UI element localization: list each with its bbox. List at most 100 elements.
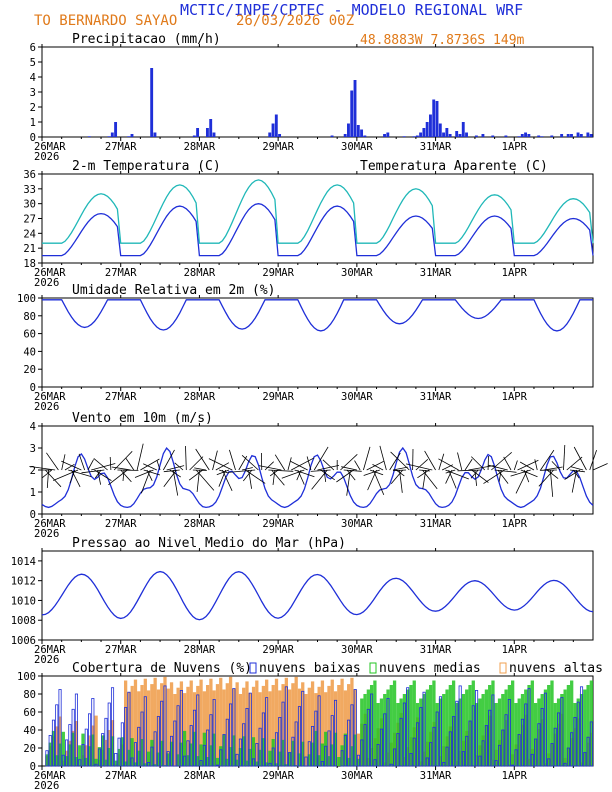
wind-barb xyxy=(143,469,161,476)
y-tick-label: 27 xyxy=(23,214,36,226)
wind-barb xyxy=(534,459,538,471)
cloud-low-bar xyxy=(399,717,403,767)
y-tick-label: 40 xyxy=(23,725,36,737)
cloud-medium-bar xyxy=(219,746,223,766)
cloud-medium-bar xyxy=(297,753,302,766)
cloud-low-bar xyxy=(268,762,272,767)
wind-barb xyxy=(415,459,429,471)
cloud-medium-bar xyxy=(570,680,574,766)
cloud-medium-bar xyxy=(379,698,384,766)
cloud-low-bar xyxy=(353,689,357,767)
cloud-low-bar xyxy=(278,717,282,767)
cloud-low-bar xyxy=(497,744,502,767)
cloud-low-bar xyxy=(173,720,177,767)
cloud-medium-bar xyxy=(81,733,85,766)
x-tick-label: 27MAR xyxy=(105,267,137,279)
cloud-high-bar xyxy=(156,689,161,766)
cloud-low-bar xyxy=(97,748,101,767)
cloud-high-bar xyxy=(74,721,79,766)
legend-label: nuvens baixas xyxy=(259,661,361,676)
cloud-low-bar xyxy=(537,723,541,767)
x-year-label: 2026 xyxy=(34,780,59,792)
cloud-medium-bar xyxy=(566,685,571,766)
cloud-medium-bar xyxy=(245,760,249,766)
x-tick-label: 29MAR xyxy=(262,644,294,656)
cloud-low-bar xyxy=(163,685,167,767)
cloud-low-bar xyxy=(393,748,397,767)
precip-bar xyxy=(350,90,354,137)
cloud-low-bar xyxy=(140,711,144,767)
wind-barb xyxy=(564,469,581,480)
cloud-medium-bar xyxy=(45,754,49,766)
wind-barb xyxy=(441,464,454,471)
cloud-low-bar xyxy=(55,704,59,767)
precip-bar xyxy=(435,101,439,137)
wind-barb xyxy=(569,469,585,473)
cloud-high-bar xyxy=(287,689,292,766)
y-tick-label: 5 xyxy=(30,57,36,69)
wind-barb xyxy=(229,449,236,471)
temp-apparent-line xyxy=(42,179,594,244)
cloud-medium-bar xyxy=(429,685,433,766)
y-tick-label: 0 xyxy=(30,382,36,394)
cloud-low-bar xyxy=(488,709,492,767)
precip-bar xyxy=(110,132,114,137)
cloud-low-bar xyxy=(248,692,252,767)
cloud-medium-bar xyxy=(497,698,502,766)
cloud-high-bar xyxy=(294,676,298,766)
cloud-low-bar xyxy=(107,702,111,767)
cloud-low-bar xyxy=(511,764,515,767)
precip-bar xyxy=(445,128,449,137)
wind-barb xyxy=(269,469,279,477)
cloud-medium-bar xyxy=(137,750,141,766)
wind-barb xyxy=(222,469,233,491)
cloud-medium-bar xyxy=(64,756,69,766)
cloud-medium-bar xyxy=(438,698,443,766)
wind-barb xyxy=(336,469,354,483)
cloud-high-bar xyxy=(146,690,151,766)
cloud-low-bar xyxy=(406,687,410,767)
wind-barb xyxy=(340,454,358,471)
x-tick-label: 30MAR xyxy=(341,141,373,153)
cloud-medium-bar xyxy=(61,731,65,766)
precip-bar xyxy=(465,132,468,137)
wind-barb xyxy=(41,469,53,479)
legend-swatch xyxy=(249,662,257,674)
cloud-low-bar xyxy=(366,708,370,767)
precip-bar xyxy=(442,132,446,137)
cloud-low-bar xyxy=(81,744,85,767)
cloud-medium-bar xyxy=(310,742,315,766)
cloud-medium-bar xyxy=(107,748,111,766)
x-tick-label: 1APR xyxy=(502,141,528,153)
pressure-line xyxy=(41,570,594,621)
cloud-low-bar xyxy=(311,726,315,767)
cloud-medium-bar xyxy=(255,761,259,766)
legend-label: nuvens medias xyxy=(379,661,481,676)
x-tick-label: 30MAR xyxy=(341,518,373,530)
cloud-medium-bar xyxy=(530,680,534,766)
wind-barb xyxy=(294,469,315,478)
cloud-medium-bar xyxy=(350,746,354,766)
cloud-low-bar xyxy=(304,756,308,767)
wind-barb xyxy=(163,449,175,471)
cloud-medium-bar xyxy=(448,685,452,766)
legend-apparent-temp: Temperatura Aparente (C) xyxy=(360,159,548,174)
precip-bar xyxy=(114,122,118,137)
cloud-low-bar xyxy=(425,757,429,767)
cloud-low-bar xyxy=(478,755,482,767)
x-year-label: 2026 xyxy=(34,277,59,289)
cloud-low-bar xyxy=(370,693,374,767)
cloud-low-bar xyxy=(307,741,311,767)
cloud-low-bar xyxy=(232,688,236,767)
cloud-high-bar xyxy=(255,680,259,766)
cloud-medium-bar xyxy=(511,680,515,766)
wind-barb xyxy=(264,461,274,471)
cloud-medium-bar xyxy=(458,698,462,766)
cloud-low-bar xyxy=(255,743,259,767)
plot-frame xyxy=(41,297,594,388)
cloud-high-bar xyxy=(173,694,177,766)
cloud-low-bar xyxy=(150,746,154,767)
cloud-medium-bar xyxy=(353,734,357,766)
cloud-low-bar xyxy=(74,693,78,767)
cloud-high-bar xyxy=(356,733,361,766)
